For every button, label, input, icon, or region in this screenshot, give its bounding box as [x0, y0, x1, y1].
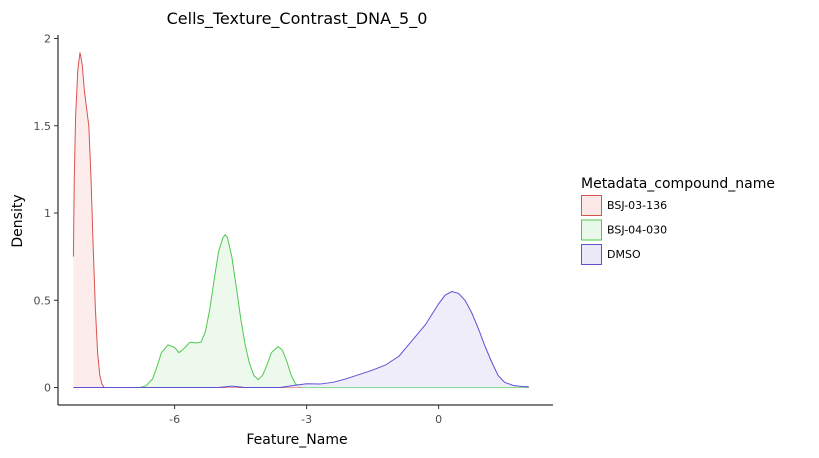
y-tick-label: 1.5 — [34, 120, 52, 133]
density-area-bsj-04-030 — [73, 234, 529, 388]
y-axis-ticks: 0 0.5 1 1.5 2 — [34, 32, 58, 395]
x-tick-label: -3 — [301, 413, 312, 426]
density-line-bsj-04-030 — [73, 234, 529, 389]
legend-swatch-dmso — [581, 244, 602, 265]
legend: Metadata_compound_name BSJ-03-136 BSJ-04-… — [581, 176, 775, 265]
legend-items: BSJ-03-136 BSJ-04-030 DMSO — [581, 195, 667, 265]
y-tick-label: 0.5 — [34, 294, 52, 307]
legend-swatch-bsj-03-136 — [581, 195, 602, 216]
x-tick-label: 0 — [435, 413, 442, 426]
legend-swatch-bsj-04-030 — [581, 219, 602, 241]
x-axis-ticks: -6 -3 0 — [169, 405, 442, 426]
y-tick-label: 0 — [44, 382, 51, 395]
density-line-dmso — [73, 291, 529, 389]
legend-label-dmso: DMSO — [607, 248, 641, 261]
x-axis-title: Feature_Name — [246, 432, 347, 448]
y-axis-title: Density — [10, 194, 26, 247]
legend-title: Metadata_compound_name — [581, 176, 775, 192]
y-tick-label: 2 — [44, 32, 51, 45]
x-tick-label: -6 — [169, 413, 180, 426]
density-area-dmso — [73, 291, 529, 388]
y-tick-label: 1 — [44, 207, 51, 220]
series-layer — [72, 52, 529, 389]
chart-title: Cells_Texture_Contrast_DNA_5_0 — [167, 9, 428, 29]
density-line-bsj-03-136 — [72, 52, 529, 389]
legend-label-bsj-03-136: BSJ-03-136 — [607, 199, 667, 212]
legend-label-bsj-04-030: BSJ-04-030 — [607, 224, 667, 237]
